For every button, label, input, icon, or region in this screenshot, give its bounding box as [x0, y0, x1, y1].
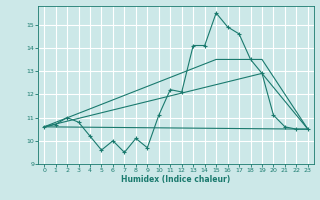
- X-axis label: Humidex (Indice chaleur): Humidex (Indice chaleur): [121, 175, 231, 184]
